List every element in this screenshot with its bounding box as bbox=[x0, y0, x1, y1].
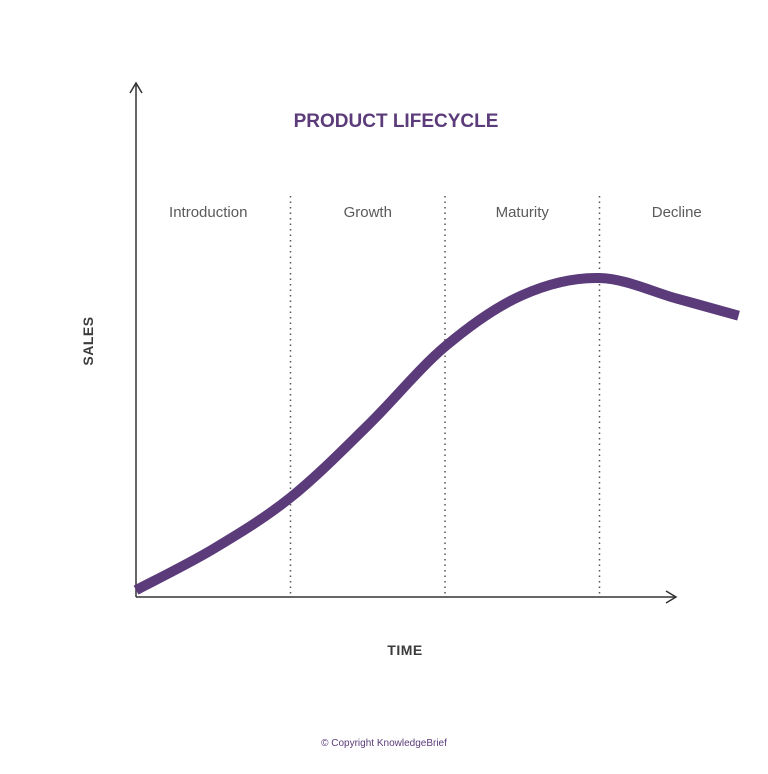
copyright-text: © Copyright KnowledgeBrief bbox=[321, 738, 447, 749]
stage-label-introduction: Introduction bbox=[169, 204, 247, 221]
stage-label-decline: Decline bbox=[652, 204, 702, 221]
sales-curve-line bbox=[133, 272, 740, 595]
x-axis-label: TIME bbox=[387, 642, 422, 658]
chart-title: PRODUCT LIFECYCLE bbox=[294, 111, 499, 132]
stage-label-growth: Growth bbox=[344, 204, 392, 221]
series-group bbox=[133, 272, 740, 595]
x-axis-arrow bbox=[665, 590, 678, 604]
y-axis-label: SALES bbox=[80, 316, 96, 365]
stage-label-maturity: Maturity bbox=[496, 204, 550, 221]
y-axis-arrow bbox=[129, 81, 143, 94]
stage-dividers bbox=[289, 196, 601, 597]
stage-labels: Introduction Growth Maturity Decline bbox=[169, 204, 702, 221]
